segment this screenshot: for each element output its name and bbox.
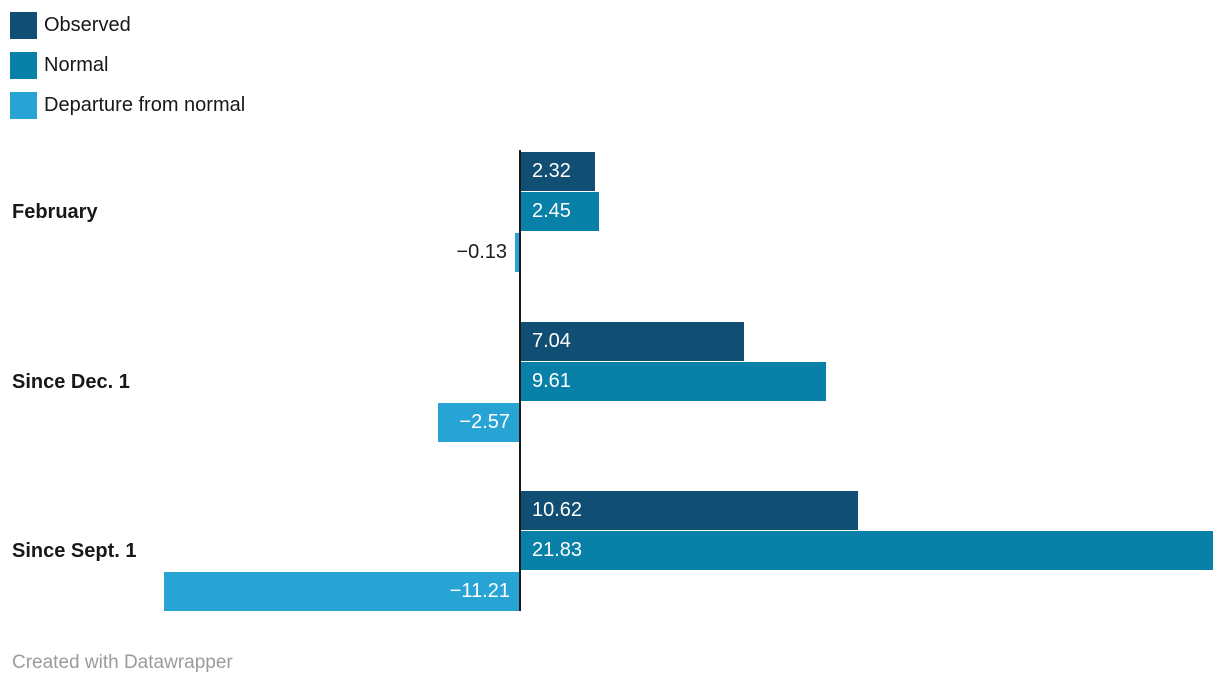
baseline-axis: [519, 150, 521, 611]
datawrapper-credit-link[interactable]: Created with Datawrapper: [12, 652, 233, 673]
bar-value-label: 10.62: [532, 499, 583, 521]
bar-departure-from-normal: −2.57: [438, 403, 519, 442]
bar-normal: 9.61: [521, 362, 826, 401]
legend-label: Departure from normal: [44, 94, 246, 116]
bar-value-label: −2.57: [459, 411, 510, 433]
bar-normal: 21.83: [521, 531, 1213, 570]
bar-observed: 10.62: [521, 491, 858, 530]
bar-observed: 7.04: [521, 322, 744, 361]
bar-value-label: 2.32: [532, 160, 571, 182]
legend-swatch-icon: [10, 92, 37, 119]
bar-normal: 2.45: [521, 192, 599, 231]
legend-item-departure-from-normal: Departure from normal: [10, 92, 245, 119]
bar-value-label: 7.04: [532, 330, 571, 352]
bar-value-label: 21.83: [532, 539, 583, 561]
bar-value-label: 9.61: [532, 370, 571, 392]
legend-swatch-icon: [10, 12, 37, 39]
bar-departure-from-normal: [515, 233, 519, 272]
bar-value-label: −0.13: [456, 241, 507, 263]
bar-value-label: −11.21: [449, 580, 510, 602]
legend-item-normal: Normal: [10, 52, 108, 79]
legend-swatch-icon: [10, 52, 37, 79]
bar-observed: 2.32: [521, 152, 595, 191]
bar-value-label: 2.45: [532, 200, 571, 222]
category-label-since-sept-1: Since Sept. 1: [12, 539, 137, 562]
legend-label: Observed: [44, 14, 131, 36]
bar-departure-from-normal: −11.21: [164, 572, 519, 611]
category-label-since-dec-1: Since Dec. 1: [12, 370, 130, 393]
category-label-february: February: [12, 200, 98, 223]
legend-label: Normal: [44, 54, 109, 76]
legend-item-observed: Observed: [10, 12, 131, 39]
